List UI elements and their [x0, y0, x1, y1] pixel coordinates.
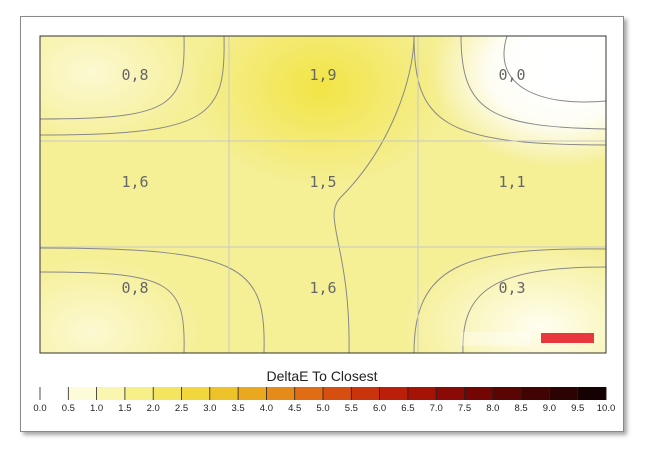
- color-scale-segment: [407, 387, 437, 400]
- heat-surface: [40, 36, 606, 353]
- plot-area: 0,8 1,9 0,0 1,6 1,5 1,1 0,8 1,6 0,3: [39, 35, 607, 354]
- color-scale-segment: [379, 387, 409, 400]
- color-scale-tick-label: 3.5: [231, 403, 244, 414]
- color-scale-tick-label: 6.5: [401, 403, 414, 414]
- color-scale-tick-label: 8.0: [486, 403, 499, 414]
- watermark: [461, 332, 531, 346]
- heatmap-chart: 0,8 1,9 0,0 1,6 1,5 1,1 0,8 1,6 0,3 DeltaE To Cl…: [33, 35, 615, 414]
- color-scale-segment: [153, 387, 182, 400]
- color-scale-segment: [209, 387, 239, 400]
- cell-labels: 0,8 1,9 0,0 1,6 1,5 1,1 0,8 1,6 0,3: [121, 66, 525, 297]
- color-scale-tick-label: 4.0: [260, 403, 273, 414]
- color-scale-tick-label: 2.0: [147, 403, 160, 414]
- cell-value-r1-c0: 1,6: [121, 173, 148, 191]
- cell-value-r0-c2: 0,0: [498, 66, 525, 84]
- cell-value-r0-c0: 0,8: [121, 66, 148, 84]
- color-scale-tick-label: 4.5: [288, 403, 301, 414]
- color-scale-segment: [492, 387, 522, 400]
- color-scale-tick-label: 8.5: [514, 403, 527, 414]
- color-scale-ticks: 0.0 0.5 1.0 1.5 2.0 2.5 3.0 3.5 4.0 4.5 5.0 5.5 6.0 6…: [33, 387, 615, 414]
- color-scale-bar: [40, 387, 607, 400]
- plot-border: [39, 35, 607, 354]
- color-scale-tick-label: 9.0: [543, 403, 556, 414]
- color-scale-segment: [266, 387, 296, 400]
- color-scale-tick-label: 1.5: [118, 403, 131, 414]
- color-scale-segment: [40, 387, 69, 400]
- color-scale-tick-label: 10.0: [597, 403, 616, 414]
- color-scale-segment: [351, 387, 381, 400]
- color-scale-tick-label: 6.0: [373, 403, 386, 414]
- color-scale-tick-label: 3.0: [203, 403, 216, 414]
- status-indicator: [541, 333, 594, 343]
- color-scale-segment: [124, 387, 154, 400]
- color-scale-segment: [181, 387, 211, 400]
- cell-value-r2-c1: 1,6: [309, 279, 336, 297]
- cell-value-r2-c0: 0,8: [121, 279, 148, 297]
- color-scale-segment: [96, 387, 126, 400]
- color-scale-segment: [577, 387, 607, 400]
- color-scale-segment: [549, 387, 579, 400]
- color-scale-tick-label: 0.0: [33, 403, 46, 414]
- color-scale-segment: [521, 387, 550, 400]
- color-scale-tick-label: 5.5: [345, 403, 358, 414]
- contour-lines: [40, 36, 606, 353]
- color-scale-tick-label: 7.5: [458, 403, 471, 414]
- color-scale-segment: [323, 387, 352, 400]
- color-scale-segment: [436, 387, 465, 400]
- color-scale-tick-label: 2.5: [175, 403, 188, 414]
- color-scale-segment: [68, 387, 98, 400]
- grid-lines: [40, 36, 606, 353]
- color-scale-title: DeltaE To Closest: [266, 368, 377, 384]
- color-scale-segment: [238, 387, 267, 400]
- cell-value-r1-c2: 1,1: [498, 173, 525, 191]
- cell-value-r1-c1: 1,5: [309, 173, 336, 191]
- chart-frame: 0,8 1,9 0,0 1,6 1,5 1,1 0,8 1,6 0,3 DeltaE To Cl…: [20, 16, 624, 432]
- color-scale-tick-label: 7.0: [430, 403, 443, 414]
- color-scale-tick-label: 1.0: [90, 403, 103, 414]
- color-scale-segment: [464, 387, 494, 400]
- cell-value-r0-c1: 1,9: [309, 66, 336, 84]
- color-scale-tick-label: 9.5: [571, 403, 584, 414]
- color-scale-segment: [294, 387, 324, 400]
- color-scale-tick-label: 5.0: [316, 403, 329, 414]
- color-scale-tick-label: 0.5: [62, 403, 75, 414]
- cell-value-r2-c2: 0,3: [498, 279, 525, 297]
